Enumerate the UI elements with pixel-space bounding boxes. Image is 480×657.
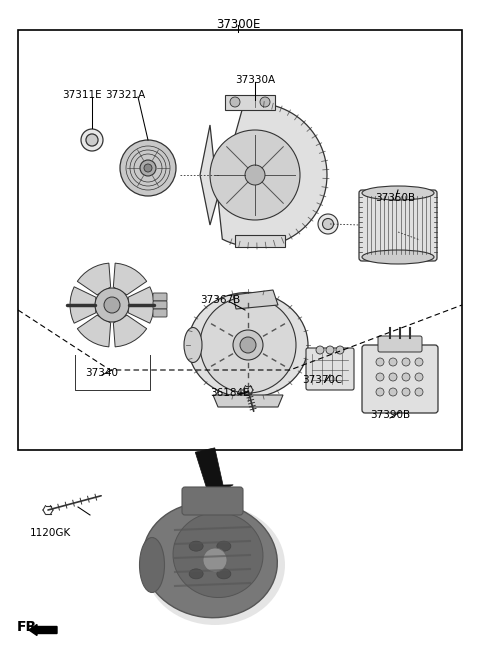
Circle shape bbox=[316, 346, 324, 354]
Circle shape bbox=[203, 548, 227, 572]
Circle shape bbox=[389, 388, 397, 396]
Ellipse shape bbox=[362, 186, 434, 200]
FancyBboxPatch shape bbox=[153, 301, 167, 309]
Circle shape bbox=[402, 388, 410, 396]
Text: 37321A: 37321A bbox=[105, 90, 145, 100]
Circle shape bbox=[318, 214, 338, 234]
Text: 37370C: 37370C bbox=[302, 375, 342, 385]
Circle shape bbox=[200, 297, 296, 393]
Polygon shape bbox=[195, 448, 233, 495]
Circle shape bbox=[210, 130, 300, 220]
Circle shape bbox=[81, 129, 103, 151]
Circle shape bbox=[233, 330, 263, 360]
Ellipse shape bbox=[145, 505, 285, 625]
Circle shape bbox=[389, 373, 397, 381]
Text: 37340: 37340 bbox=[85, 368, 119, 378]
FancyArrow shape bbox=[29, 625, 57, 635]
Circle shape bbox=[120, 140, 176, 196]
Circle shape bbox=[415, 388, 423, 396]
Circle shape bbox=[95, 288, 129, 322]
Text: 37367B: 37367B bbox=[200, 295, 240, 305]
Polygon shape bbox=[70, 286, 96, 323]
Polygon shape bbox=[225, 95, 275, 110]
Ellipse shape bbox=[188, 292, 308, 397]
Circle shape bbox=[230, 97, 240, 107]
Polygon shape bbox=[235, 235, 285, 247]
Text: 37311E: 37311E bbox=[62, 90, 102, 100]
Text: 37350B: 37350B bbox=[375, 193, 415, 203]
Circle shape bbox=[389, 358, 397, 366]
Text: 1120GK: 1120GK bbox=[29, 528, 71, 538]
Circle shape bbox=[376, 358, 384, 366]
Ellipse shape bbox=[217, 569, 231, 579]
Ellipse shape bbox=[189, 569, 203, 579]
Text: FR.: FR. bbox=[17, 620, 43, 634]
FancyBboxPatch shape bbox=[362, 345, 438, 413]
Text: 37330A: 37330A bbox=[235, 75, 275, 85]
Polygon shape bbox=[233, 290, 278, 309]
FancyBboxPatch shape bbox=[378, 336, 422, 352]
Circle shape bbox=[245, 165, 265, 185]
Circle shape bbox=[376, 388, 384, 396]
Polygon shape bbox=[113, 315, 147, 347]
Polygon shape bbox=[200, 103, 327, 247]
Circle shape bbox=[326, 346, 334, 354]
FancyBboxPatch shape bbox=[359, 190, 437, 261]
Text: 36184E: 36184E bbox=[210, 388, 250, 398]
FancyBboxPatch shape bbox=[153, 293, 167, 301]
Ellipse shape bbox=[217, 541, 231, 551]
Ellipse shape bbox=[140, 537, 165, 593]
Circle shape bbox=[415, 373, 423, 381]
FancyBboxPatch shape bbox=[182, 487, 243, 515]
Circle shape bbox=[240, 337, 256, 353]
Circle shape bbox=[402, 373, 410, 381]
Circle shape bbox=[260, 97, 270, 107]
FancyBboxPatch shape bbox=[153, 309, 167, 317]
Ellipse shape bbox=[362, 250, 434, 264]
Polygon shape bbox=[77, 263, 111, 295]
Circle shape bbox=[104, 297, 120, 313]
Ellipse shape bbox=[173, 512, 263, 597]
Ellipse shape bbox=[189, 541, 203, 551]
Circle shape bbox=[323, 219, 334, 229]
Circle shape bbox=[376, 373, 384, 381]
Circle shape bbox=[144, 164, 152, 172]
Polygon shape bbox=[113, 263, 147, 295]
Ellipse shape bbox=[143, 503, 277, 618]
Circle shape bbox=[140, 160, 156, 176]
Circle shape bbox=[402, 358, 410, 366]
Polygon shape bbox=[77, 315, 111, 347]
Circle shape bbox=[415, 358, 423, 366]
Ellipse shape bbox=[184, 327, 202, 363]
Circle shape bbox=[336, 346, 344, 354]
Text: 37300E: 37300E bbox=[216, 18, 260, 31]
Bar bbox=[18, 30, 462, 450]
Circle shape bbox=[86, 134, 98, 146]
Polygon shape bbox=[128, 286, 154, 323]
Text: 37390B: 37390B bbox=[370, 410, 410, 420]
Polygon shape bbox=[213, 395, 283, 407]
FancyBboxPatch shape bbox=[306, 348, 354, 390]
